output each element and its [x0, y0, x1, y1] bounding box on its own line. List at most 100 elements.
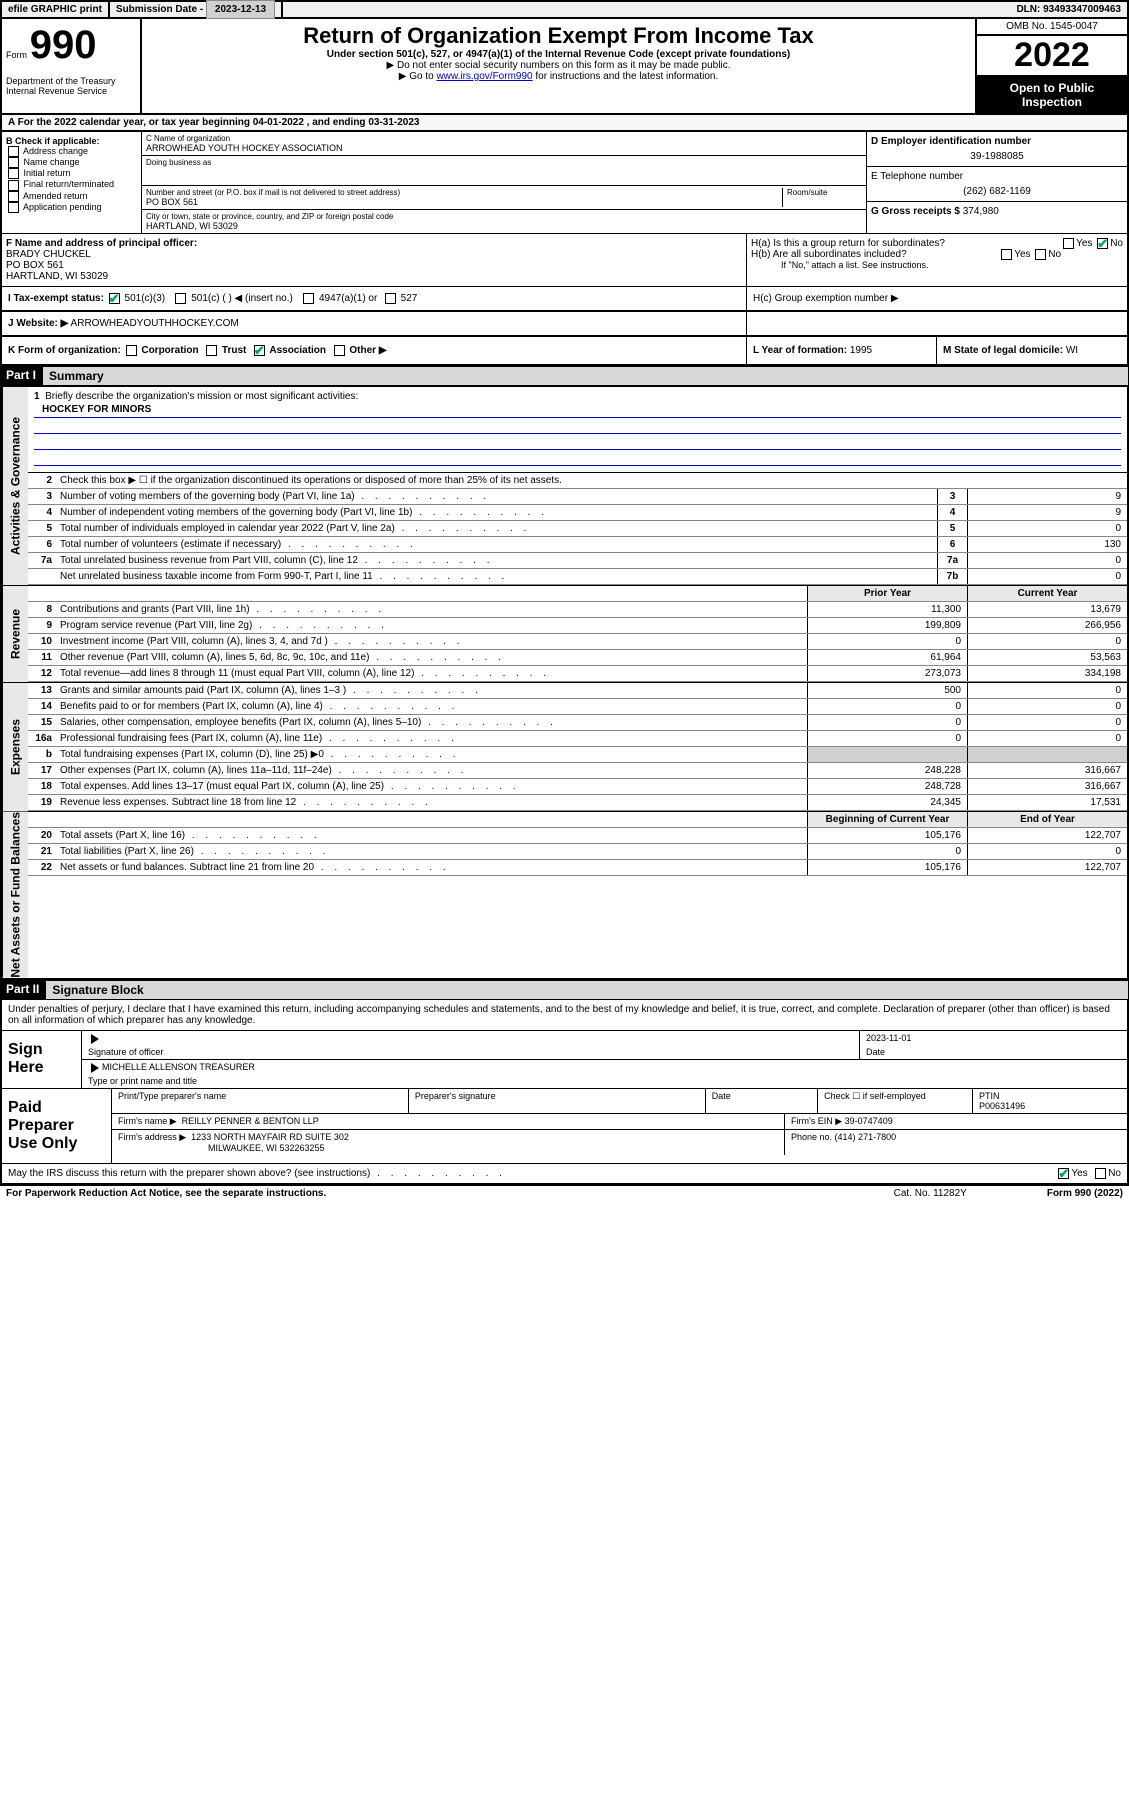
current-value: 316,667: [967, 779, 1127, 794]
current-value: 0: [967, 844, 1127, 859]
chk-address-change[interactable]: [8, 146, 19, 157]
chk-501c3[interactable]: [109, 293, 120, 304]
form-title-box: Return of Organization Exempt From Incom…: [142, 19, 977, 113]
state-domicile: WI: [1066, 345, 1078, 356]
firm-name: REILLY PENNER & BENTON LLP: [182, 1116, 319, 1126]
current-value: 334,198: [967, 666, 1127, 681]
top-bar: efile GRAPHIC print Submission Date - 20…: [0, 0, 1129, 19]
principal-row: F Name and address of principal officer:…: [0, 233, 1129, 287]
current-value: 0: [967, 683, 1127, 698]
current-value: 122,707: [967, 828, 1127, 843]
line-text: Total number of volunteers (estimate if …: [56, 537, 937, 552]
chk-501c[interactable]: [175, 293, 186, 304]
line-text: Net assets or fund balances. Subtract li…: [56, 860, 807, 875]
line-value: 0: [967, 569, 1127, 584]
prior-value: 24,345: [807, 795, 967, 810]
mission-text: HOCKEY FOR MINORS: [34, 404, 1121, 418]
line-value: 0: [967, 521, 1127, 536]
chk-initial-return[interactable]: [8, 168, 19, 179]
tab-revenue: Revenue: [2, 586, 28, 682]
form-subtitle: Under section 501(c), 527, or 4947(a)(1)…: [146, 49, 971, 60]
current-value: 0: [967, 731, 1127, 746]
chk-4947[interactable]: [303, 293, 314, 304]
col-de: D Employer identification number 39-1988…: [867, 132, 1127, 233]
irs-link[interactable]: www.irs.gov/Form990: [436, 71, 532, 82]
form-number: 990: [30, 23, 97, 67]
line-text: Net unrelated business taxable income fr…: [56, 569, 937, 584]
year-formation: 1995: [850, 345, 872, 356]
org-city: HARTLAND, WI 53029: [146, 221, 862, 231]
firm-phone: (414) 271-7800: [835, 1132, 897, 1142]
line-text: Benefits paid to or for members (Part IX…: [56, 699, 807, 714]
chk-discuss-yes[interactable]: [1058, 1168, 1069, 1179]
form-note-link: ▶ Go to www.irs.gov/Form990 for instruct…: [146, 71, 971, 82]
arrow-icon: [91, 1034, 99, 1044]
current-value: 17,531: [967, 795, 1127, 810]
h-b: H(b) Are all subordinates included? Yes …: [751, 249, 1123, 260]
chk-other[interactable]: [334, 345, 345, 356]
line-text: Number of independent voting members of …: [56, 505, 937, 520]
line-value: 9: [967, 489, 1127, 504]
prior-value: 273,073: [807, 666, 967, 681]
mission-block: 1 Briefly describe the organization's mi…: [28, 387, 1127, 473]
page-footer: For Paperwork Reduction Act Notice, see …: [0, 1185, 1129, 1201]
arrow-icon: [91, 1063, 99, 1073]
footer-form: Form 990 (2022): [1047, 1188, 1123, 1199]
chk-trust[interactable]: [206, 345, 217, 356]
prior-value: 0: [807, 715, 967, 730]
col-prior-year: Prior Year: [807, 586, 967, 601]
prior-value: 105,176: [807, 860, 967, 875]
current-value: 122,707: [967, 860, 1127, 875]
sig-intro: Under penalties of perjury, I declare th…: [2, 1000, 1127, 1031]
chk-assoc[interactable]: [254, 345, 265, 356]
footer-paperwork: For Paperwork Reduction Act Notice, see …: [6, 1188, 326, 1199]
korg-row: K Form of organization: Corporation Trus…: [0, 337, 1129, 366]
block-bcde: B Check if applicable: Address change Na…: [0, 132, 1129, 233]
current-value: 13,679: [967, 602, 1127, 617]
chk-ha-yes[interactable]: [1063, 238, 1074, 249]
chk-final-return[interactable]: [8, 180, 19, 191]
line-text: Total liabilities (Part X, line 26): [56, 844, 807, 859]
current-value: 0: [967, 634, 1127, 649]
current-value: 316,667: [967, 763, 1127, 778]
chk-hb-no[interactable]: [1035, 249, 1046, 260]
line-text: Number of voting members of the governin…: [56, 489, 937, 504]
prior-value: 11,300: [807, 602, 967, 617]
part1-title: Summary: [42, 366, 1129, 386]
part2-hdr: Part II: [0, 980, 45, 1000]
chk-ha-no[interactable]: [1097, 238, 1108, 249]
ptin: P00631496: [979, 1101, 1121, 1111]
chk-hb-yes[interactable]: [1001, 249, 1012, 260]
year-box: OMB No. 1545-0047 2022 Open to Public In…: [977, 19, 1127, 113]
tax-year: 2022: [977, 36, 1127, 77]
prior-value: 500: [807, 683, 967, 698]
part2-title: Signature Block: [45, 980, 1129, 1000]
phone: (262) 682-1169: [871, 186, 1123, 197]
efile-label: efile GRAPHIC print: [2, 2, 110, 17]
org-name: ARROWHEAD YOUTH HOCKEY ASSOCIATION: [146, 143, 862, 153]
prior-value: 248,728: [807, 779, 967, 794]
prior-value: 248,228: [807, 763, 967, 778]
current-value: 0: [967, 699, 1127, 714]
line-text: Investment income (Part VIII, column (A)…: [56, 634, 807, 649]
chk-amended-return[interactable]: [8, 191, 19, 202]
line-text: Other expenses (Part IX, column (A), lin…: [56, 763, 807, 778]
form-header: Form 990 Department of the Treasury Inte…: [0, 19, 1129, 115]
current-value: 53,563: [967, 650, 1127, 665]
chk-527[interactable]: [385, 293, 396, 304]
line-text: Grants and similar amounts paid (Part IX…: [56, 683, 807, 698]
officer-name: BRADY CHUCKEL: [6, 249, 742, 260]
line-text: Program service revenue (Part VIII, line…: [56, 618, 807, 633]
chk-discuss-no[interactable]: [1095, 1168, 1106, 1179]
officer-addr1: PO BOX 561: [6, 260, 742, 271]
sig-date-val: 2023-11-01: [866, 1033, 1121, 1047]
chk-corp[interactable]: [126, 345, 137, 356]
col-c-org: C Name of organization ARROWHEAD YOUTH H…: [142, 132, 867, 233]
form-title: Return of Organization Exempt From Incom…: [146, 23, 971, 49]
col-b-checkboxes: B Check if applicable: Address change Na…: [2, 132, 142, 233]
row-a-tax-year: A For the 2022 calendar year, or tax yea…: [0, 115, 1129, 132]
chk-name-change[interactable]: [8, 157, 19, 168]
sign-here-label: Sign Here: [2, 1031, 82, 1088]
chk-application-pending[interactable]: [8, 202, 19, 213]
line-text: Other revenue (Part VIII, column (A), li…: [56, 650, 807, 665]
